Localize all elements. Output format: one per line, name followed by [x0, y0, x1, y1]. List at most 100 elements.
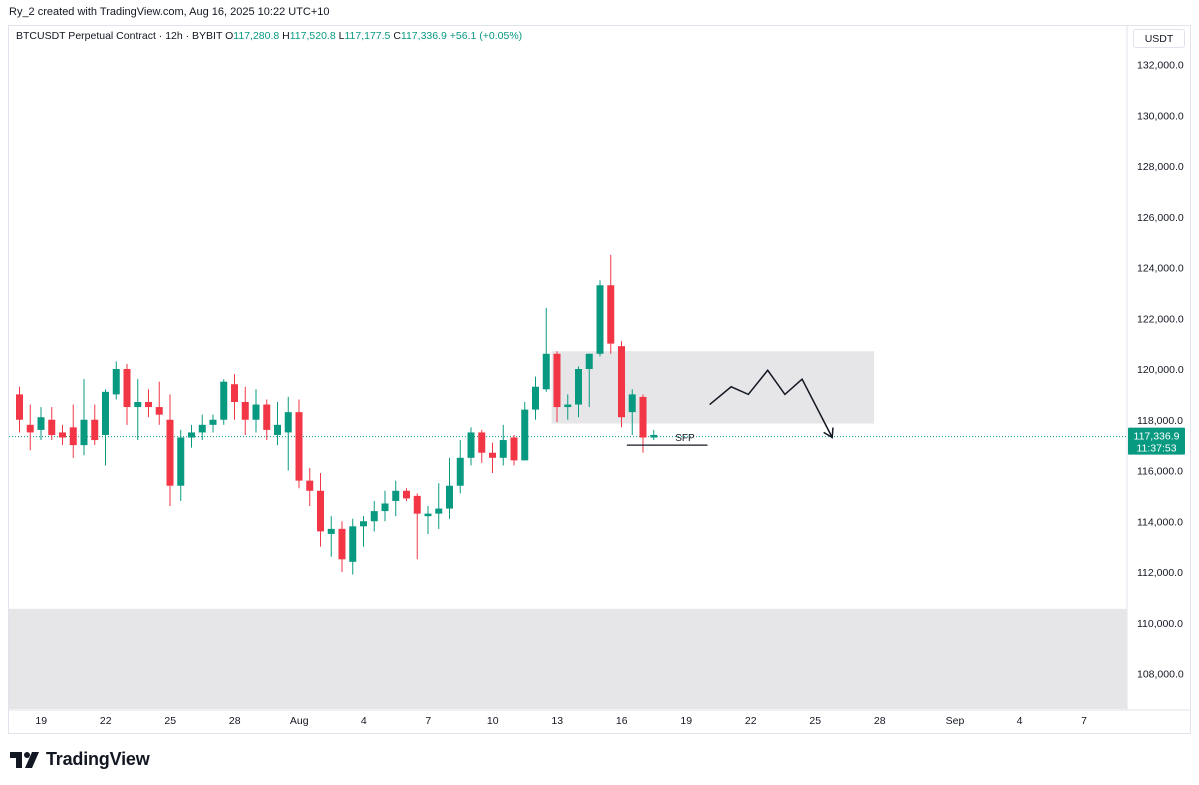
time-tick-label: 28 — [229, 715, 241, 727]
time-tick-label: 7 — [425, 715, 431, 727]
time-tick-label: 22 — [745, 715, 757, 727]
candle-body — [403, 490, 410, 499]
candle — [349, 518, 357, 575]
time-tick-label: 22 — [100, 715, 112, 727]
tradingview-logo-icon — [10, 751, 39, 768]
candle-body — [521, 409, 529, 461]
candle — [564, 394, 572, 420]
candle — [284, 396, 292, 471]
candle-body — [489, 452, 496, 458]
resistance-zone — [551, 351, 875, 424]
candle — [381, 490, 389, 522]
symbol-legend: BTCUSDT Perpetual Contract · 12h · BYBIT… — [16, 30, 522, 42]
candle-body — [392, 490, 400, 501]
candle — [26, 404, 34, 451]
time-tick-label: 4 — [1017, 715, 1023, 727]
time-tick-label: Sep — [946, 715, 965, 727]
high-value: 117,520.8 — [289, 30, 336, 42]
zones-layer — [9, 351, 1127, 709]
candle — [91, 404, 99, 446]
candle-body — [542, 353, 550, 390]
candle-body — [80, 419, 88, 446]
projection-arrowhead — [823, 427, 834, 439]
price-tick-label: 110,000.0 — [1137, 618, 1183, 630]
candle — [231, 374, 238, 420]
candle-body — [306, 480, 314, 491]
candles-layer — [16, 254, 658, 575]
candle-body — [16, 394, 23, 420]
close-label: C — [393, 30, 401, 42]
high-label: H — [282, 30, 290, 42]
candle-body — [177, 437, 185, 486]
candle-body — [575, 369, 582, 405]
chart-frame — [8, 25, 1191, 734]
candle-body — [381, 503, 389, 512]
candle-body — [134, 401, 142, 408]
candle-body — [198, 424, 206, 433]
candle — [317, 473, 324, 547]
price-tick-label: 120,000.0 — [1137, 364, 1184, 376]
candle — [155, 381, 163, 425]
candle — [209, 414, 217, 433]
candle — [16, 386, 23, 433]
candle-body — [295, 412, 303, 481]
low-label: L — [338, 30, 345, 42]
candle-body — [241, 401, 249, 420]
price-tick-label: 124,000.0 — [1137, 263, 1184, 275]
candle — [639, 394, 647, 453]
sfp-label: SFP — [675, 433, 695, 444]
candle — [295, 399, 303, 489]
tradingview-logo[interactable]: TradingView — [10, 749, 150, 770]
currency-button[interactable]: USDT — [1133, 29, 1185, 48]
candle-body — [145, 401, 152, 408]
time-tick-label: 25 — [164, 715, 176, 727]
candle — [69, 404, 77, 458]
candle-body — [435, 508, 443, 514]
candle — [166, 394, 174, 507]
candle — [553, 351, 561, 423]
price-axis: 108,000.0 110,000.0 112,000.0 114,000.0 116,… — [1128, 60, 1185, 681]
price-tick-label: 132,000.0 — [1137, 60, 1184, 72]
candle-body — [274, 424, 281, 435]
candle-body — [231, 384, 238, 402]
tradingview-logo-text: TradingView — [46, 749, 150, 769]
time-tick-label: 25 — [809, 715, 821, 727]
projection-path — [709, 369, 833, 438]
candle-body — [59, 432, 66, 438]
candle — [48, 407, 56, 441]
candle — [435, 483, 443, 529]
candle — [446, 457, 453, 519]
candle-body — [327, 528, 335, 534]
open-label: O — [225, 30, 234, 42]
price-tick-label: 126,000.0 — [1137, 212, 1184, 224]
time-axis: 19 22 25 28 Aug 4 7 10 13 16 19 22 25 28 Sep 4 7 — [35, 715, 1087, 727]
drawings-layer: SFP — [626, 369, 834, 446]
candle-body — [155, 407, 163, 415]
candle — [263, 399, 271, 441]
candle — [370, 500, 378, 532]
candle — [413, 493, 421, 560]
candle — [403, 488, 410, 501]
candle — [499, 424, 507, 466]
candle-body — [564, 404, 572, 408]
candle — [241, 386, 249, 435]
open-value: 117,280.8 — [233, 30, 280, 42]
candle — [59, 424, 66, 446]
time-tick-label: 16 — [616, 715, 628, 727]
candle-body — [639, 396, 647, 438]
current-price-badge: 117,336.911:37:53 — [1128, 427, 1185, 455]
candle-body — [209, 419, 217, 425]
price-tick-label: 118,000.0 — [1137, 415, 1183, 427]
candle — [338, 521, 346, 572]
candle-body — [91, 419, 99, 441]
candle — [521, 401, 529, 461]
candle-body — [26, 424, 34, 433]
candle — [123, 363, 131, 425]
price-tick-label: 116,000.0 — [1137, 466, 1183, 478]
candle-body — [499, 440, 507, 458]
current-price-badge-bg — [1128, 427, 1185, 455]
candle — [628, 389, 636, 435]
support-zone — [9, 608, 1127, 709]
time-tick-label: 13 — [551, 715, 563, 727]
